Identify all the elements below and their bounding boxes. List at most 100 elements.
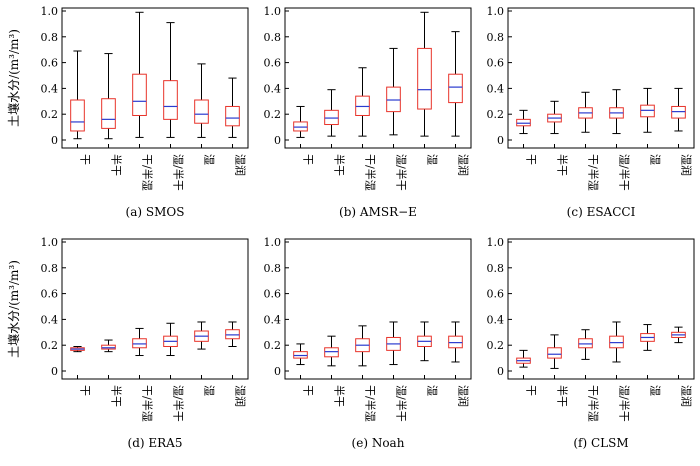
y-tick-label: 0.8 (264, 262, 282, 275)
y-tick-label: 0.4 (41, 82, 59, 95)
x-category-label: 干/半湿 (364, 154, 378, 191)
y-tick-label: 0.4 (487, 313, 505, 326)
iqr-box (578, 338, 593, 349)
box-2 (324, 335, 339, 367)
box-4 (163, 22, 178, 138)
box-6 (225, 321, 240, 347)
box-5 (640, 87, 655, 133)
y-tick-label: 0 (497, 365, 504, 378)
box-4 (386, 321, 401, 366)
box-6 (671, 326, 686, 344)
box-3 (132, 327, 147, 357)
box-3 (355, 67, 370, 137)
plot-frame (61, 238, 249, 380)
box-6 (448, 321, 463, 363)
x-category-label: 湿 (203, 154, 216, 165)
x-category-label: 干 (79, 385, 92, 396)
iqr-box (448, 73, 463, 104)
iqr-box (640, 104, 655, 118)
x-category-label: 干 (302, 154, 315, 165)
y-tick-label: 0 (274, 365, 281, 378)
y-tick-label: 0 (51, 134, 58, 147)
plot-frame (507, 7, 695, 149)
iqr-box (547, 347, 562, 359)
x-category-label: 半干 (556, 154, 570, 176)
box-4 (386, 47, 401, 136)
y-axis-label: 土壤水分/(m³/m³) (6, 29, 21, 127)
plot-frame (507, 238, 695, 380)
x-category-label: 半干 (110, 385, 124, 407)
box-2 (547, 100, 562, 135)
box-6 (448, 31, 463, 137)
y-tick-label: 0.2 (264, 339, 282, 352)
y-tick-label: 0.6 (41, 57, 59, 70)
box-3 (355, 325, 370, 367)
x-category-label: 干/半湿 (141, 385, 155, 422)
box-5 (640, 324, 655, 351)
x-category-label: 干 (525, 385, 538, 396)
x-category-label: 湿/半干 (618, 154, 632, 191)
x-category-label: 半干 (333, 154, 347, 176)
x-category-label: 湿润 (680, 385, 694, 407)
y-tick-label: 0.6 (41, 288, 59, 301)
iqr-box (293, 121, 308, 132)
box-3 (132, 11, 147, 138)
iqr-box (609, 335, 624, 349)
panel-5: 0 0.2 0.4 0.6 0.8 1.0 干 半干 干/半湿 湿/半干 湿 湿润 (e) Noah (264, 236, 472, 450)
x-category-label: 湿 (426, 385, 439, 396)
y-tick-label: 0.6 (487, 57, 505, 70)
iqr-box (293, 351, 308, 359)
y-axis-label: 土壤水分/(m³/m³) (6, 260, 21, 358)
panel-caption: (c) ESACCI (567, 205, 636, 219)
y-tick-label: 0.8 (41, 262, 59, 275)
y-tick-label: 1.0 (264, 5, 282, 18)
x-category-label: 湿润 (234, 154, 248, 176)
iqr-box (101, 344, 116, 350)
iqr-box (448, 335, 463, 349)
x-category-label: 干/半湿 (587, 154, 601, 191)
y-tick-label: 0.2 (41, 339, 59, 352)
box-5 (194, 321, 209, 350)
box-1 (516, 109, 531, 135)
box-4 (163, 322, 178, 357)
box-6 (225, 77, 240, 138)
x-category-label: 湿 (649, 385, 662, 396)
box-5 (417, 321, 432, 362)
panel-caption: (a) SMOS (126, 205, 185, 219)
x-category-label: 湿/半干 (618, 385, 632, 422)
iqr-box (671, 105, 686, 119)
box-4 (609, 321, 624, 363)
y-tick-label: 0.4 (487, 82, 505, 95)
panel-caption: (b) AMSR−E (339, 205, 417, 219)
x-category-label: 半干 (110, 154, 124, 176)
box-1 (516, 349, 531, 368)
x-category-label: 干/半湿 (587, 385, 601, 422)
x-category-label: 干 (302, 385, 315, 396)
y-tick-label: 0.2 (264, 108, 282, 121)
box-1 (293, 343, 308, 366)
box-3 (578, 91, 593, 133)
y-tick-label: 0.6 (487, 288, 505, 301)
x-category-label: 湿润 (680, 154, 694, 176)
x-category-label: 湿 (203, 385, 216, 396)
y-tick-label: 0.6 (264, 57, 282, 70)
y-tick-label: 1.0 (264, 236, 282, 249)
box-5 (417, 11, 432, 137)
x-category-label: 干 (79, 154, 92, 165)
y-tick-label: 0 (497, 134, 504, 147)
x-category-label: 干 (525, 154, 538, 165)
y-tick-label: 0.2 (487, 339, 505, 352)
panel-1: 0 0.2 0.4 0.6 0.8 1.0 干 半干 干/半湿 湿/半干 湿 湿润 (a) SMOS (41, 5, 249, 219)
y-tick-label: 1.0 (487, 236, 505, 249)
x-category-label: 干/半湿 (364, 385, 378, 422)
y-tick-label: 0.8 (41, 31, 59, 44)
box-2 (547, 334, 562, 369)
iqr-box (516, 118, 531, 127)
iqr-box (101, 98, 116, 129)
box-1 (70, 345, 85, 353)
plot-frame (284, 7, 472, 149)
iqr-box (163, 80, 178, 120)
box-2 (324, 89, 339, 137)
x-category-label: 湿/半干 (395, 385, 409, 422)
